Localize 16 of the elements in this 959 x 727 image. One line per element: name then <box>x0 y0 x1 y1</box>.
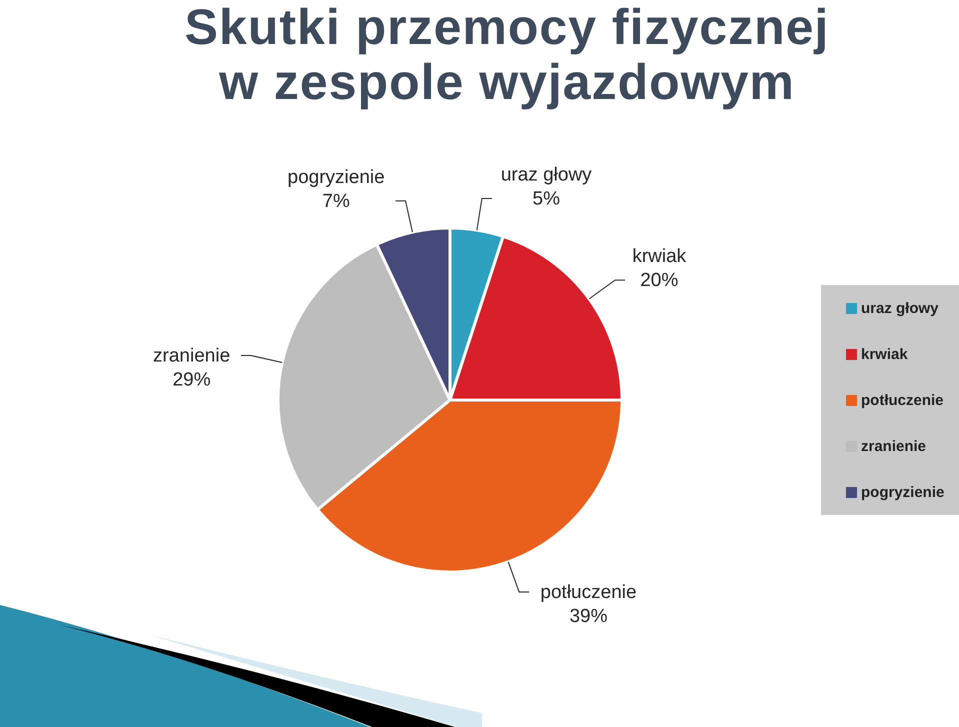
legend-label: zranienie <box>861 438 926 454</box>
legend-label: pogryzienie <box>861 484 944 500</box>
slice-label: pogryzienie <box>288 166 385 188</box>
slice-label: potłuczenie <box>540 582 637 603</box>
slice-label: krwiak <box>632 246 687 268</box>
slice-label: zranienie <box>153 346 230 366</box>
legend-label: krwiak <box>861 346 908 362</box>
data-label: 20% <box>640 270 678 292</box>
legend-label: potłuczenie <box>861 392 944 408</box>
data-label: 29% <box>172 370 211 390</box>
data-label: 5% <box>532 188 560 210</box>
chart-title: Skutki przemocy fizycznej w zespole wyjazdowym <box>184 0 830 110</box>
slice-label: uraz głowy <box>500 164 592 186</box>
data-label: 7% <box>322 190 350 212</box>
data-label: 39% <box>569 606 608 627</box>
legend-label: uraz głowy <box>861 300 939 316</box>
